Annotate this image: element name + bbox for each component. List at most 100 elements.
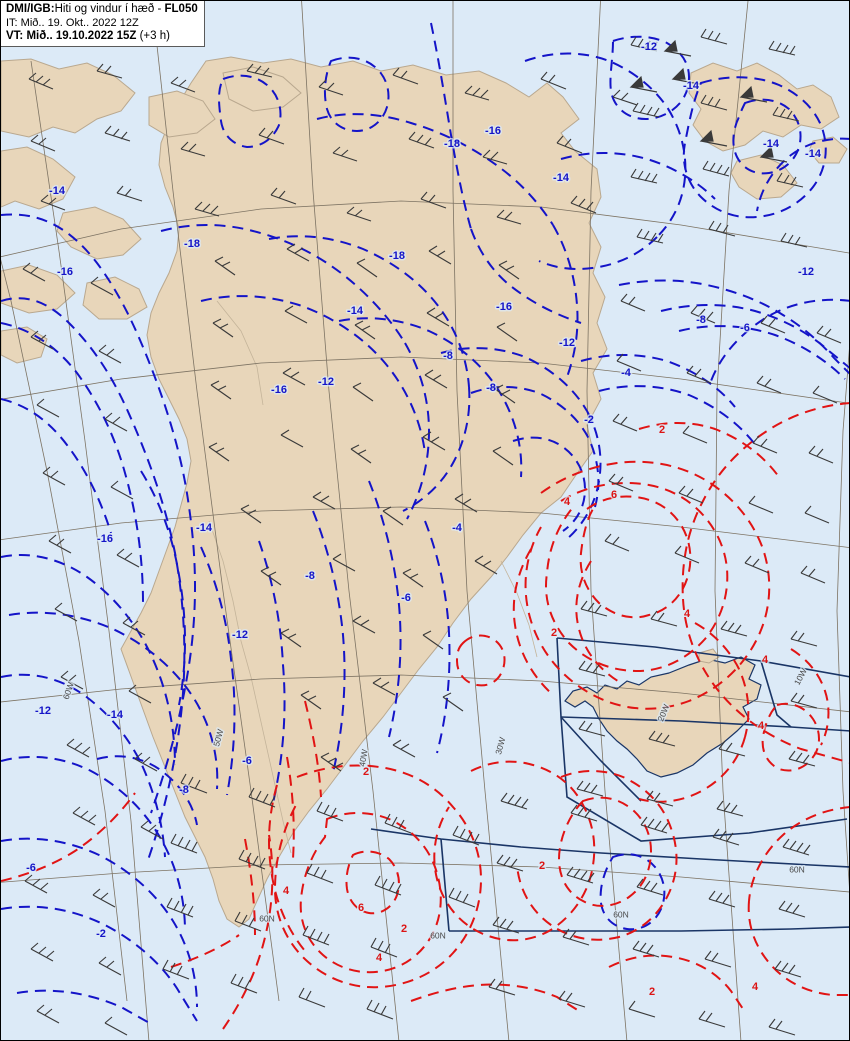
isotherm-label-cold-halo: -18 — [184, 238, 200, 250]
parallel-60n — [1, 862, 849, 893]
isotherm-label-cold-halo: -8 — [696, 314, 706, 326]
isotherm-label-warm-halo: 4 — [762, 654, 769, 666]
isotherm-warm-16 — [299, 812, 442, 974]
isotherm-warm-20 — [557, 796, 653, 907]
wind-barb-field-north — [28, 63, 638, 225]
fir-line-mid — [560, 716, 849, 732]
isotherm-cold-17 — [160, 224, 406, 344]
isotherm-label-cold-halo: -16 — [271, 384, 287, 396]
isotherm-label-cold: -16 — [485, 125, 501, 137]
isotherm-label-warm: 4 — [752, 981, 759, 993]
isotherm-label-cold: -16 — [496, 301, 512, 313]
graticule-label-halo: 60N — [613, 909, 629, 919]
isotherm-cold-40 — [368, 480, 402, 738]
isotherm-warm-18 — [433, 760, 596, 942]
header-level: FL050 — [164, 3, 198, 15]
isotherm-label-cold: -16 — [97, 533, 113, 545]
wind-barb-field-west — [22, 262, 164, 1036]
isotherm-label-cold-halo: -16 — [496, 301, 512, 313]
isotherm-cold-26 — [660, 304, 849, 369]
valid-label: VT: — [6, 29, 27, 42]
isotherm-cold-7 — [524, 52, 687, 238]
isotherm-label-warm-halo: 4 — [758, 720, 765, 732]
parallel-75n — [1, 356, 849, 404]
isotherm-cold-45 — [599, 853, 666, 931]
meridian-50w — [151, 1, 280, 1002]
isotherm-label-warm: 4 — [762, 654, 769, 666]
wind-barb-field-greenland — [208, 243, 520, 772]
isotherm-label-cold: -4 — [621, 367, 632, 379]
isotherm-label-cold: -12 — [559, 337, 575, 349]
wind-barb-field-east-ocean — [604, 293, 842, 584]
isotherm-cold-31 — [1, 398, 112, 534]
meridian-60w — [30, 60, 150, 1040]
isotherm-warm-17 — [345, 850, 400, 915]
isotherm-label-cold-halo: -16 — [57, 266, 73, 278]
isotherm-label-cold: -14 — [107, 709, 124, 721]
cold-isotherm-labels: -12 -12 -14 -14 -14 -14 -14 -14 -18 -18 -16 -16 -14 -… — [25, 39, 824, 941]
isotherm-cold-13 — [618, 279, 849, 375]
isotherm-warm-15 — [268, 784, 306, 952]
graticule-label-halo: 60N — [259, 913, 275, 923]
isotherm-cold-36 — [8, 611, 219, 790]
isotherm-warm-9 — [694, 622, 750, 738]
isotherm-label-cold-halo: -8 — [305, 570, 315, 582]
parallel-70n — [1, 506, 849, 548]
isotherm-label-cold-halo: -6 — [242, 755, 252, 767]
isotherm-label-cold: -8 — [486, 382, 496, 394]
isotherm-cold-8 — [538, 236, 658, 270]
isotherm-label-cold: -6 — [401, 592, 411, 604]
isotherm-label-cold-halo: -2 — [96, 928, 106, 940]
isotherm-label-cold-halo: -12 — [232, 629, 248, 641]
isotherm-cold-48 — [96, 755, 198, 826]
isotherm-label-cold: -4 — [452, 522, 463, 534]
isotherm-cold-43 — [1, 905, 198, 1022]
isotherm-label-cold-halo: -6 — [740, 322, 750, 334]
wind-barb-field-southeast — [488, 792, 811, 1036]
isotherm-label-cold: -14 — [49, 185, 66, 197]
wind-barb-field-svalbard — [629, 28, 808, 248]
isotherm-label-cold: -6 — [740, 322, 750, 334]
isotherm-label-cold: -14 — [347, 305, 364, 317]
isotherm-label-warm-halo: 4 — [376, 952, 383, 964]
wind-pennant — [629, 75, 658, 93]
isotherm-warm-22 — [747, 900, 849, 996]
parallel-65n — [1, 674, 849, 713]
graticule-label: 60N — [430, 930, 446, 940]
isotherm-label-warm-halo: 2 — [539, 860, 545, 872]
isotherm-cold-1 — [1, 213, 196, 814]
isotherm-label-cold-halo: -8 — [179, 784, 189, 796]
ellesmere-island — [1, 58, 136, 138]
isotherm-warm-28 — [304, 700, 322, 798]
isotherm-cold-30 — [598, 385, 758, 448]
isotherm-cold-32 — [140, 470, 186, 706]
isotherm-warm-6 — [579, 495, 692, 619]
isotherm-cold-37 — [200, 546, 236, 796]
isotherm-label-warm: 4 — [684, 608, 691, 620]
svalbard-islet — [808, 136, 848, 164]
wind-pennant — [739, 85, 768, 103]
cold-isotherms — [1, 22, 849, 1026]
isotherm-warm-19 — [516, 770, 678, 941]
header-line-issue: IT: Mið.. 19. Okt.. 2022 12Z — [6, 17, 198, 30]
wind-barb-field-southwest-strong — [162, 773, 480, 1020]
isotherm-label-cold: -12 — [318, 376, 334, 388]
isotherm-cold-2 — [1, 297, 186, 864]
isotherm-label-warm-halo: 6 — [358, 902, 364, 914]
isotherm-label-cold: -14 — [805, 148, 822, 160]
isotherm-label-warm: 2 — [363, 766, 369, 778]
isotherm-cold-9 — [609, 35, 691, 120]
devon-island — [56, 206, 142, 260]
isotherm-label-cold-halo: -14 — [107, 709, 124, 721]
svalbard — [688, 62, 840, 152]
isotherm-cold-27 — [678, 325, 846, 380]
greenland-interior-outline — [208, 300, 538, 854]
isotherm-label-cold: -12 — [232, 629, 248, 641]
isotherm-cold-5 — [316, 113, 554, 226]
graticule-label-halo: 60N — [789, 864, 805, 874]
header-line-valid: VT: Mið.. 19.10.2022 15Z (+3 h) — [6, 30, 198, 44]
isotherm-label-cold: -2 — [96, 928, 106, 940]
isotherm-label-warm: 4 — [376, 952, 383, 964]
isotherm-label-cold-halo: -12 — [35, 705, 51, 717]
isotherm-label-cold-halo: -14 — [683, 80, 700, 92]
